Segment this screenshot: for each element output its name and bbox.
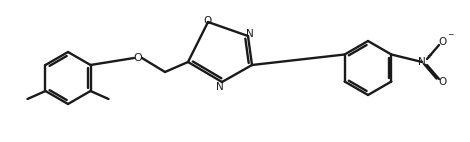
Text: O: O — [439, 37, 447, 47]
Text: O: O — [133, 53, 142, 63]
Text: +: + — [426, 53, 432, 59]
Text: N: N — [216, 82, 224, 92]
Text: O: O — [439, 77, 447, 87]
Text: O: O — [203, 16, 211, 26]
Text: −: − — [447, 30, 454, 39]
Text: N: N — [418, 57, 426, 67]
Text: N: N — [246, 29, 254, 39]
